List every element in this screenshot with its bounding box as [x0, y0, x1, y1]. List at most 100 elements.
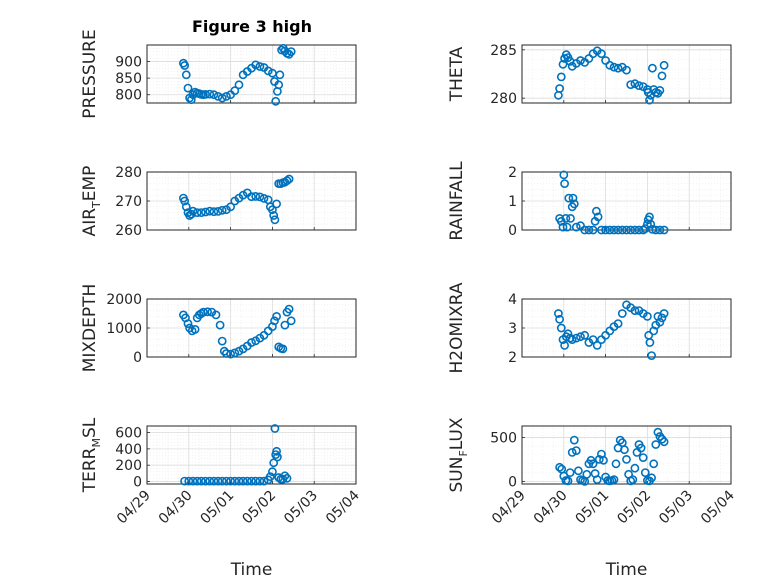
- data-point: [186, 95, 196, 105]
- data-point: [609, 62, 619, 72]
- data-point: [215, 320, 225, 330]
- data-point: [272, 452, 282, 462]
- data-point: [626, 80, 636, 89]
- data-point: [649, 459, 659, 469]
- x-axis-label: Time: [230, 560, 273, 580]
- data-point: [284, 304, 294, 314]
- data-point: [560, 340, 569, 350]
- data-point: [247, 476, 256, 486]
- data-point: [657, 313, 667, 323]
- data-point: [567, 335, 577, 344]
- data-point: [270, 424, 280, 433]
- data-point: [209, 207, 219, 217]
- data-point: [270, 316, 279, 326]
- data-point: [234, 476, 244, 486]
- data-point: [609, 475, 619, 484]
- x-axis-label: Time: [605, 560, 648, 580]
- data-point: [205, 89, 215, 99]
- data-point: [555, 314, 564, 324]
- data-point: [599, 455, 608, 465]
- data-point: [217, 336, 227, 346]
- data-point: [611, 459, 621, 469]
- y-tick-label: 280: [490, 91, 517, 107]
- data-point: [562, 222, 572, 232]
- y-tick-label: 900: [115, 55, 142, 71]
- y-axis-label: MIXDEPTH: [80, 284, 100, 373]
- data-point: [201, 90, 210, 99]
- data-point: [651, 440, 661, 449]
- data-point: [180, 61, 189, 70]
- y-tick-label: 260: [115, 223, 142, 239]
- data-point: [274, 80, 284, 90]
- x-tick-label: 05/03: [281, 488, 321, 528]
- data-point: [588, 459, 598, 469]
- data-point: [230, 348, 240, 358]
- x-tick-label: 04/30: [531, 488, 571, 528]
- data-point: [226, 202, 235, 212]
- data-point: [259, 476, 269, 486]
- data-point: [584, 225, 594, 235]
- data-point: [659, 225, 669, 235]
- data-point: [580, 225, 590, 235]
- data-point: [226, 476, 235, 486]
- x-tick-label: 04/30: [156, 488, 196, 528]
- data-point: [645, 95, 654, 105]
- y-tick-label: 0: [133, 475, 142, 491]
- data-point: [601, 225, 610, 235]
- data-point: [580, 330, 590, 340]
- data-point: [213, 92, 223, 101]
- data-point: [566, 213, 575, 223]
- data-point: [280, 320, 290, 330]
- data-point: [622, 454, 631, 464]
- data-point: [211, 310, 221, 320]
- data-point: [613, 63, 623, 73]
- data-point: [196, 208, 206, 217]
- y-axis-label: TERRMSL: [80, 417, 103, 493]
- x-tick-label: 04/29: [489, 488, 529, 528]
- data-point: [275, 70, 285, 80]
- data-point: [597, 49, 606, 59]
- data-point: [209, 476, 219, 486]
- data-point: [560, 179, 569, 188]
- data-point: [648, 63, 657, 73]
- y-tick-label: 800: [115, 88, 142, 104]
- data-point: [556, 72, 566, 82]
- x-tick-label: 05/01: [573, 488, 613, 528]
- data-point: [269, 211, 279, 220]
- y-tick-label: 2: [508, 165, 517, 181]
- data-point: [234, 80, 244, 90]
- y-axis-label: AIRTEMP: [80, 166, 103, 237]
- data-point: [282, 176, 292, 186]
- plot-frame: [146, 44, 357, 104]
- data-point: [640, 468, 650, 477]
- data-point: [286, 316, 296, 326]
- data-point: [267, 205, 277, 215]
- data-point: [217, 93, 227, 103]
- data-point: [592, 475, 602, 484]
- data-point: [630, 463, 640, 473]
- data-point: [213, 476, 223, 486]
- data-point: [582, 469, 592, 479]
- data-point: [201, 207, 210, 217]
- subplot-air-temp: 260 270 280 AIRTEMP: [80, 165, 357, 239]
- data-point: [588, 335, 598, 344]
- figure-title: Figure 3 high: [192, 17, 312, 36]
- data-point: [655, 317, 665, 327]
- y-axis-label: SUNFLUX: [447, 417, 470, 492]
- data-point: [270, 215, 280, 225]
- data-point: [558, 59, 568, 69]
- y-tick-label: 285: [490, 43, 517, 59]
- data-point: [593, 212, 603, 222]
- y-tick-label: 500: [490, 430, 517, 446]
- data-point: [272, 311, 281, 321]
- data-point: [653, 427, 663, 437]
- y-axis-label: PRESSURE: [80, 29, 100, 118]
- y-tick-label: 4: [508, 292, 517, 308]
- data-point: [198, 307, 208, 317]
- data-point: [213, 206, 223, 216]
- data-point: [647, 473, 656, 483]
- y-tick-label: 2000: [106, 292, 142, 308]
- data-point: [646, 219, 656, 229]
